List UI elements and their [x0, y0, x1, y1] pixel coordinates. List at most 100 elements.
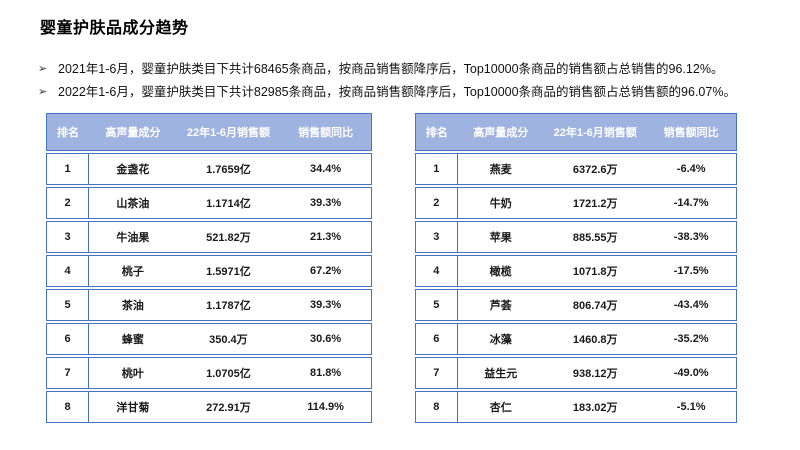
rank-cell: 5 — [47, 290, 90, 320]
ingredient-cell: 山茶油 — [116, 198, 150, 210]
rank-cell: 1 — [416, 154, 458, 184]
sales-cell: 1071.8万 — [572, 266, 618, 278]
yoy-cell: 114.9% — [307, 401, 344, 413]
sales-cell: 938.12万 — [572, 368, 618, 380]
sales-cell: 806.74万 — [572, 300, 618, 312]
sales-cell: 1460.8万 — [572, 334, 618, 346]
table-row: 3 苹果 885.55万 -38.3% — [415, 221, 737, 253]
table-top-ingredients-right: 排名 高声量成分 22年1-6月销售额 销售额同比 1 燕麦 6372.6万 -6.4% 2 牛奶… — [415, 113, 737, 423]
yoy-cell: -35.2% — [673, 333, 709, 345]
rank-cell: 8 — [416, 392, 458, 422]
rank-cell: 5 — [416, 290, 458, 320]
arrow-bullet-icon: ➢ — [38, 86, 48, 98]
table-header-row: 排名 高声量成分 22年1-6月销售额 销售额同比 — [46, 113, 372, 151]
sales-cell: 885.55万 — [572, 232, 618, 244]
rank-cell: 7 — [416, 358, 458, 388]
yoy-cell: 34.4% — [310, 163, 342, 175]
rank-cell: 7 — [47, 358, 90, 388]
table-row: 5 芦荟 806.74万 -43.4% — [415, 289, 737, 321]
ingredient-cell: 桃子 — [121, 266, 144, 278]
column-header: 22年1-6月销售额 — [553, 127, 637, 139]
table-row: 8 洋甘菊 272.91万 114.9% — [46, 391, 372, 423]
sales-cell: 1721.2万 — [572, 198, 618, 210]
yoy-cell: -38.3% — [673, 231, 709, 243]
bullet-item: ➢ 2021年1-6月，婴童护肤类目下共计68465条商品，按商品销售额降序后，… — [38, 58, 778, 81]
ingredient-cell: 冰藻 — [489, 334, 512, 346]
bullet-text: 2021年1-6月，婴童护肤类目下共计68465条商品，按商品销售额降序后，To… — [58, 62, 724, 76]
sales-cell: 521.82万 — [206, 232, 251, 244]
column-header: 排名 — [57, 127, 80, 139]
column-header: 排名 — [425, 127, 448, 139]
rank-cell: 2 — [47, 188, 90, 218]
table-row: 3 牛油果 521.82万 21.3% — [46, 221, 372, 253]
table-row: 6 冰藻 1460.8万 -35.2% — [415, 323, 737, 355]
table-row: 7 桃叶 1.0705亿 81.8% — [46, 357, 372, 389]
rank-cell: 6 — [416, 324, 458, 354]
sales-cell: 1.0705亿 — [206, 368, 251, 380]
rank-cell: 4 — [416, 256, 458, 286]
table-row: 8 杏仁 183.02万 -5.1% — [415, 391, 737, 423]
rank-cell: 3 — [416, 222, 458, 252]
yoy-cell: 67.2% — [310, 265, 342, 277]
ingredient-cell: 橄榄 — [489, 266, 512, 278]
ingredient-cell: 洋甘菊 — [116, 402, 150, 414]
table-top-ingredients-left: 排名 高声量成分 22年1-6月销售额 销售额同比 1 金盏花 1.7659亿 34.4% 2 山… — [46, 113, 372, 423]
rank-cell: 8 — [47, 392, 90, 422]
column-header: 高声量成分 — [105, 127, 161, 139]
ingredient-cell: 金盏花 — [116, 164, 150, 176]
table-row: 2 牛奶 1721.2万 -14.7% — [415, 187, 737, 219]
yoy-cell: 81.8% — [310, 367, 342, 379]
table-row: 4 橄榄 1071.8万 -17.5% — [415, 255, 737, 287]
table-row: 4 桃子 1.5971亿 67.2% — [46, 255, 372, 287]
column-header: 销售额同比 — [663, 127, 719, 139]
yoy-cell: 39.3% — [310, 197, 342, 209]
sales-cell: 1.1714亿 — [206, 198, 251, 210]
ingredient-cell: 牛油果 — [116, 232, 150, 244]
sales-cell: 1.5971亿 — [206, 266, 251, 278]
ingredient-cell: 桃叶 — [121, 368, 144, 380]
sales-cell: 1.1787亿 — [206, 300, 251, 312]
rank-cell: 2 — [416, 188, 458, 218]
bullet-item: ➢ 2022年1-6月，婴童护肤类目下共计82985条商品，按商品销售额降序后，… — [38, 81, 778, 104]
ingredient-cell: 蜂蜜 — [121, 334, 144, 346]
yoy-cell: -43.4% — [673, 299, 709, 311]
yoy-cell: -14.7% — [673, 197, 709, 209]
rank-cell: 1 — [47, 154, 90, 184]
ingredient-cell: 杏仁 — [489, 402, 512, 414]
column-header: 22年1-6月销售额 — [186, 127, 270, 139]
page-title: 婴童护肤品成分趋势 — [40, 20, 189, 37]
table-row: 6 蜂蜜 350.4万 30.6% — [46, 323, 372, 355]
rank-cell: 6 — [47, 324, 90, 354]
yoy-cell: -5.1% — [676, 401, 706, 413]
yoy-cell: -49.0% — [673, 367, 709, 379]
table-header-row: 排名 高声量成分 22年1-6月销售额 销售额同比 — [415, 113, 737, 151]
sales-cell: 1.7659亿 — [206, 164, 251, 176]
ingredient-cell: 益生元 — [484, 368, 518, 380]
yoy-cell: 21.3% — [310, 231, 342, 243]
bullet-text: 2022年1-6月，婴童护肤类目下共计82985条商品，按商品销售额降序后，To… — [58, 85, 736, 99]
table-row: 1 金盏花 1.7659亿 34.4% — [46, 153, 372, 185]
yoy-cell: -17.5% — [673, 265, 709, 277]
ingredient-cell: 牛奶 — [489, 198, 512, 210]
yoy-cell: 39.3% — [310, 299, 342, 311]
ingredient-cell: 茶油 — [121, 300, 144, 312]
table-row: 5 茶油 1.1787亿 39.3% — [46, 289, 372, 321]
sales-cell: 183.02万 — [572, 402, 618, 414]
ingredient-cell: 芦荟 — [489, 300, 512, 312]
ingredient-cell: 燕麦 — [489, 164, 512, 176]
rank-cell: 4 — [47, 256, 90, 286]
column-header: 高声量成分 — [473, 127, 529, 139]
ingredient-cell: 苹果 — [489, 232, 512, 244]
table-row: 1 燕麦 6372.6万 -6.4% — [415, 153, 737, 185]
bullet-list: ➢ 2021年1-6月，婴童护肤类目下共计68465条商品，按商品销售额降序后，… — [38, 58, 778, 104]
rank-cell: 3 — [47, 222, 90, 252]
yoy-cell: -6.4% — [676, 163, 706, 175]
table-row: 2 山茶油 1.1714亿 39.3% — [46, 187, 372, 219]
column-header: 销售额同比 — [298, 127, 354, 139]
arrow-bullet-icon: ➢ — [38, 63, 48, 75]
table-row: 7 益生元 938.12万 -49.0% — [415, 357, 737, 389]
yoy-cell: 30.6% — [310, 333, 342, 345]
sales-cell: 350.4万 — [209, 334, 248, 346]
sales-cell: 272.91万 — [206, 402, 251, 414]
